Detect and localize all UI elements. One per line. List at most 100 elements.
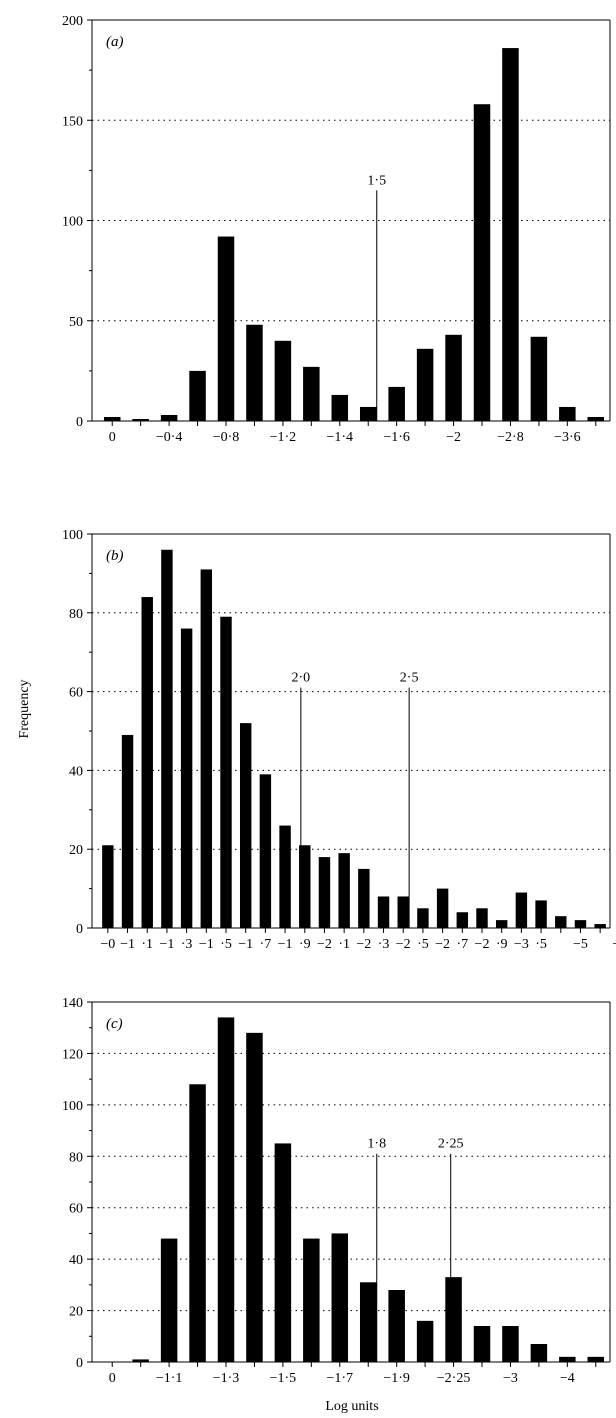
- panel-b-x-tick-label: −2: [317, 937, 332, 952]
- panel-a-bar: [217, 236, 235, 421]
- panel-b-x-tick-label: −1: [278, 937, 293, 952]
- panel-b-x-tick-label: −1: [238, 937, 253, 952]
- panel-b-y-tick-label: 0: [76, 922, 83, 937]
- panel-b-threshold-label: 2·5: [400, 671, 419, 686]
- panel-b-bar: [121, 734, 134, 928]
- panel-a-bar: [303, 366, 320, 421]
- panel-a-panel-label: (a): [106, 34, 124, 50]
- panel-a-x-tick-label: −1·2: [270, 430, 297, 445]
- panel-b-y-tick-label: 60: [69, 686, 83, 701]
- panel-b-bar: [259, 774, 272, 928]
- panel-b-panel-label: (b): [106, 548, 124, 564]
- panel-c-bar: [502, 1326, 519, 1362]
- panel-a-x-tick-label: −2: [446, 430, 461, 445]
- panel-b-bar: [299, 845, 311, 928]
- panel-a-bar: [189, 370, 206, 421]
- panel-c-bar: [274, 1143, 292, 1362]
- panel-b-bar: [456, 912, 469, 928]
- panel-b-x-tick-label: ·1: [338, 937, 350, 952]
- panel-b-x-tick-label: −0: [100, 937, 115, 952]
- panel-a-bar: [132, 418, 149, 421]
- panel-a-bar: [445, 334, 462, 421]
- panel-a-x-tick-label: −3·6: [554, 430, 581, 445]
- panel-b-x-tick-label: −7: [612, 937, 616, 952]
- panel-c-bar: [160, 1238, 178, 1362]
- panel-b-bar: [279, 825, 291, 928]
- panel-c-bar: [189, 1084, 206, 1362]
- panel-c-threshold-label: 2·25: [438, 1137, 464, 1152]
- panel-b-bar: [555, 916, 567, 928]
- y-axis-title: Frequency: [17, 679, 32, 738]
- panel-b-bar: [180, 628, 193, 928]
- panel-b-x-tick-label: −1: [120, 937, 135, 952]
- panel-c-panel-label: (c): [106, 1016, 123, 1032]
- panel-b-bar: [318, 857, 331, 928]
- panel-b-bar: [515, 892, 528, 928]
- panel-a-bar: [416, 348, 434, 421]
- panel-a-y-tick-label: 50: [69, 315, 83, 330]
- panel-c-bar: [331, 1233, 349, 1362]
- panel-c-x-tick-label: −4: [560, 1371, 575, 1386]
- panel-b-bar: [574, 920, 587, 928]
- panel-a-x-tick-label: −1·6: [383, 430, 410, 445]
- panel-c-bar: [132, 1359, 149, 1362]
- panel-b-y-tick-label: 20: [69, 843, 83, 858]
- panel-b-bar: [102, 845, 114, 928]
- panel-a-bar: [246, 324, 263, 421]
- panel-a-x-tick-label: −0·8: [213, 430, 240, 445]
- panel-b-x-tick-label: ·5: [535, 937, 547, 952]
- panel-a-bar: [103, 416, 121, 421]
- panel-c-y-tick-label: 0: [76, 1356, 83, 1371]
- panel-b-y-tick-label: 80: [69, 607, 83, 622]
- panel-b-bar: [535, 900, 547, 928]
- panel-a-y-tick-label: 100: [62, 215, 83, 230]
- panel-c-bar: [303, 1238, 320, 1362]
- panel-a-bar: [160, 414, 178, 421]
- panel-c-x-tick-label: −1·7: [326, 1371, 353, 1386]
- panel-a-y-tick-label: 0: [76, 415, 83, 430]
- panel-c-bar: [473, 1326, 491, 1362]
- panel-b-bar: [397, 896, 409, 928]
- panel-b-bar: [476, 908, 488, 928]
- panel-c-x-tick-label: −1·5: [270, 1371, 297, 1386]
- panel-b-bar: [358, 868, 370, 928]
- panel-a-x-tick-label: −0·4: [156, 430, 183, 445]
- panel-a-x-tick-label: −2·8: [497, 430, 524, 445]
- panel-c-bar: [388, 1290, 405, 1362]
- panel-b-bar: [141, 597, 153, 928]
- panel-c-bar: [359, 1282, 377, 1362]
- panel-b-x-tick-label: −2: [396, 937, 411, 952]
- panel-b-x-tick-label: ·3: [378, 937, 390, 952]
- panel-a-bar: [388, 386, 405, 421]
- panel-c-x-tick-label: −1·9: [383, 1371, 410, 1386]
- panel-b-bar: [239, 723, 252, 928]
- panel-b-bar: [200, 569, 213, 928]
- panel-b-y-tick-label: 100: [62, 528, 83, 543]
- panel-b-bar: [220, 616, 232, 928]
- panel-b-threshold-label: 2·0: [291, 671, 310, 686]
- panel-c-y-tick-label: 60: [69, 1202, 83, 1217]
- panel-c-bar: [559, 1356, 576, 1362]
- panel-a-y-tick-label: 150: [62, 114, 83, 129]
- panel-b-x-tick-label: ·5: [417, 937, 429, 952]
- panel-c-bar: [217, 1017, 235, 1362]
- panel-c-bar: [587, 1356, 605, 1362]
- panel-c-y-tick-label: 80: [69, 1150, 83, 1165]
- panel-c-bar: [530, 1344, 548, 1362]
- panel-c-y-tick-label: 20: [69, 1305, 83, 1320]
- panel-b-bar: [417, 908, 429, 928]
- panel-a-bar: [359, 406, 377, 421]
- panel-b-y-tick-label: 40: [69, 764, 83, 779]
- panel-b-x-tick-label: ·3: [181, 937, 193, 952]
- panel-c-bar: [445, 1277, 462, 1362]
- panel-b-bar: [377, 896, 390, 928]
- panel-b-x-tick-label: −5: [573, 937, 588, 952]
- panel-a-y-tick-label: 200: [62, 14, 83, 29]
- panel-b-x-tick-label: −2: [475, 937, 490, 952]
- panel-b-x-tick-label: ·5: [220, 937, 232, 952]
- panel-c-threshold-label: 1·8: [367, 1137, 386, 1152]
- panel-c-x-tick-label: −2·25: [437, 1371, 471, 1386]
- panel-b-bar: [161, 549, 173, 928]
- panel-c-y-tick-label: 140: [62, 996, 83, 1011]
